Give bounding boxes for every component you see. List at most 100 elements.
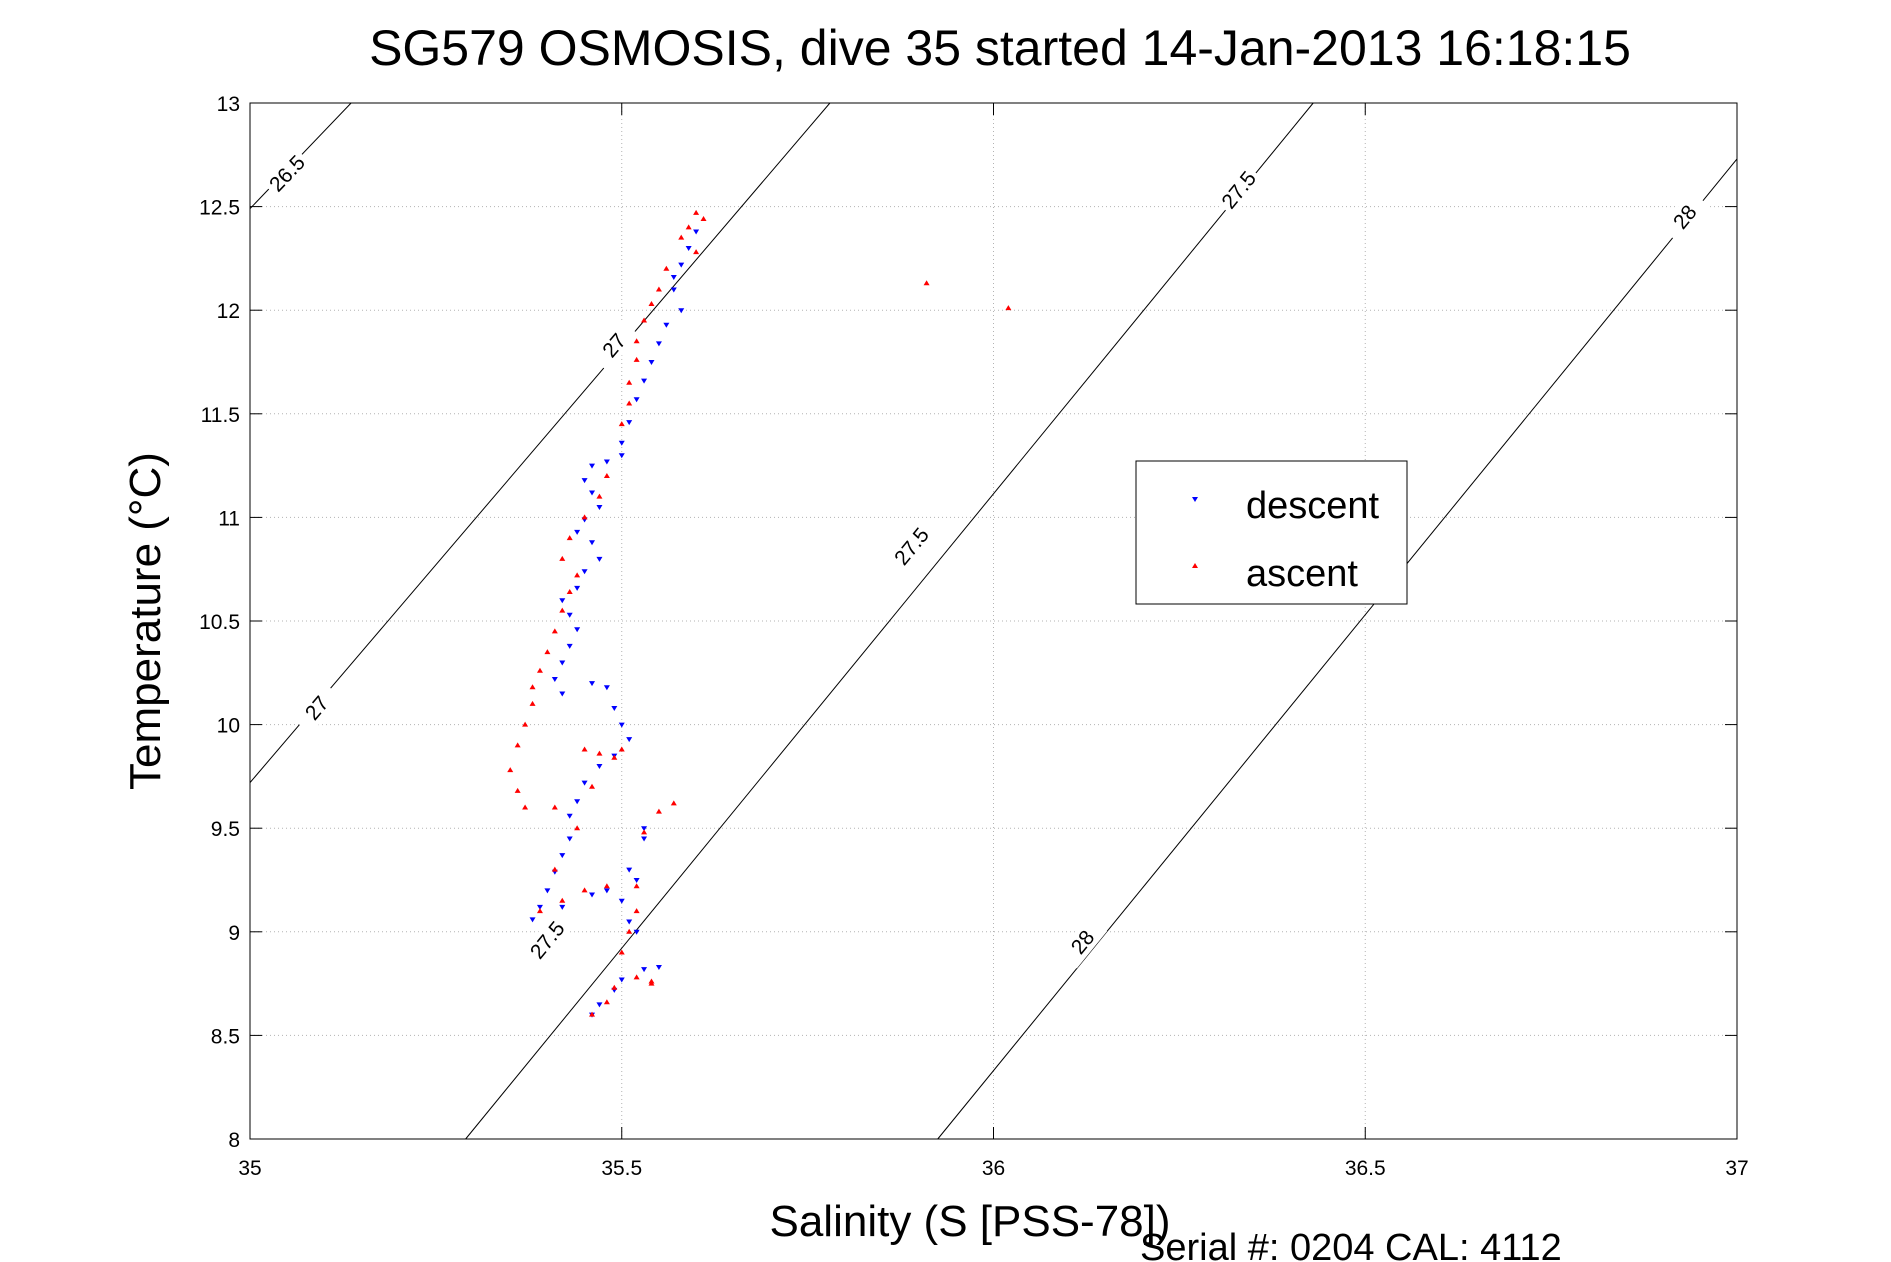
x-tick-label: 36 xyxy=(982,1157,1005,1180)
ascent-point xyxy=(589,1011,596,1017)
ascent-point xyxy=(626,400,633,406)
ascent-point xyxy=(529,684,536,690)
serial-footer: Serial #: 0204 CAL: 4112 xyxy=(1140,1227,1562,1262)
x-tick-label: 37 xyxy=(1725,1157,1748,1180)
contour-label-gap xyxy=(887,520,937,573)
y-tick-label: 11.5 xyxy=(201,404,240,427)
descent-point xyxy=(670,287,677,293)
data-markers xyxy=(507,209,1012,1018)
ascent-series xyxy=(507,209,1012,1017)
descent-point xyxy=(589,490,596,496)
descent-point xyxy=(589,540,596,546)
descent-point xyxy=(663,322,670,328)
ascent-point xyxy=(559,555,566,561)
descent-point xyxy=(574,799,581,805)
ascent-point xyxy=(655,286,662,292)
ascent-point xyxy=(641,317,648,323)
ascent-point xyxy=(507,767,514,773)
y-tick-label: 12 xyxy=(217,300,240,323)
descent-point xyxy=(641,826,648,832)
y-tick-label: 13 xyxy=(217,93,240,116)
contour-label-gap xyxy=(1214,163,1264,217)
descent-point xyxy=(566,836,573,842)
ascent-point xyxy=(514,787,521,793)
y-tick-label: 10 xyxy=(217,715,240,738)
descent-point xyxy=(559,904,566,910)
descent-point xyxy=(574,529,581,535)
legend-ascent-label: ascent xyxy=(1246,553,1358,595)
descent-point xyxy=(678,308,685,314)
descent-point xyxy=(678,262,685,268)
descent-point xyxy=(626,919,633,925)
y-tick-label: 12.5 xyxy=(199,197,240,220)
legend-descent-marker xyxy=(1192,497,1198,502)
descent-point xyxy=(655,965,662,971)
descent-point xyxy=(529,917,536,923)
legend-ascent-marker xyxy=(1192,563,1198,568)
x-tick-label: 36.5 xyxy=(1345,1157,1386,1180)
descent-point xyxy=(589,892,596,898)
descent-point xyxy=(589,681,596,687)
ascent-point xyxy=(633,908,640,914)
descent-point xyxy=(603,459,610,465)
ascent-point xyxy=(536,908,543,914)
ascent-point xyxy=(633,974,640,980)
descent-series xyxy=(529,229,700,1018)
ascent-point xyxy=(618,421,625,427)
legend-box xyxy=(1135,460,1408,605)
descent-point xyxy=(559,660,566,666)
descent-point xyxy=(551,677,558,683)
x-tick-label: 35 xyxy=(238,1157,261,1180)
ascent-point xyxy=(648,300,655,306)
descent-point xyxy=(596,1002,603,1008)
contour-label-gap xyxy=(589,319,640,372)
contour-label-gap xyxy=(261,147,313,200)
descent-point xyxy=(641,967,648,973)
descent-point xyxy=(581,569,588,575)
descent-point xyxy=(641,836,648,842)
ascent-point xyxy=(633,883,640,889)
contour-label-gap xyxy=(292,681,342,735)
descent-point xyxy=(559,691,566,697)
ascent-point xyxy=(611,754,618,760)
ascent-point xyxy=(693,249,700,255)
descent-point xyxy=(596,764,603,770)
contour-label-gap xyxy=(1660,190,1710,244)
descent-point xyxy=(685,246,692,252)
ascent-point xyxy=(589,783,596,789)
descent-point xyxy=(611,706,618,712)
ascent-point xyxy=(633,356,640,362)
ascent-point xyxy=(700,216,707,222)
ascent-point xyxy=(611,984,618,990)
ascent-point xyxy=(685,224,692,230)
descent-point xyxy=(574,585,581,591)
ascent-point xyxy=(648,980,655,986)
ascent-point xyxy=(522,804,529,810)
ascent-point xyxy=(1005,305,1012,311)
ascent-point xyxy=(566,588,573,594)
descent-point xyxy=(633,929,640,935)
chart-title: SG579 OSMOSIS, dive 35 started 14-Jan-20… xyxy=(369,20,1631,76)
density-contour-line xyxy=(465,102,1314,1140)
descent-point xyxy=(603,888,610,894)
ascent-point xyxy=(559,897,566,903)
y-tick-label: 8 xyxy=(228,1129,240,1152)
density-contour-line xyxy=(937,158,1738,1140)
ascent-point xyxy=(663,265,670,271)
ascent-point xyxy=(529,700,536,706)
descent-point xyxy=(559,598,566,604)
descent-point xyxy=(596,505,603,511)
descent-point xyxy=(566,643,573,649)
ascent-point xyxy=(596,750,603,756)
descent-point xyxy=(581,478,588,484)
descent-point xyxy=(648,360,655,365)
y-tick-label: 11 xyxy=(218,507,240,530)
descent-point xyxy=(655,341,662,347)
ascent-point xyxy=(603,472,610,478)
descent-point xyxy=(574,627,581,633)
ascent-point xyxy=(603,999,610,1005)
descent-point xyxy=(559,853,566,859)
ascent-point xyxy=(618,949,625,955)
ascent-point xyxy=(536,667,543,673)
y-tick-label: 9.5 xyxy=(211,818,240,841)
